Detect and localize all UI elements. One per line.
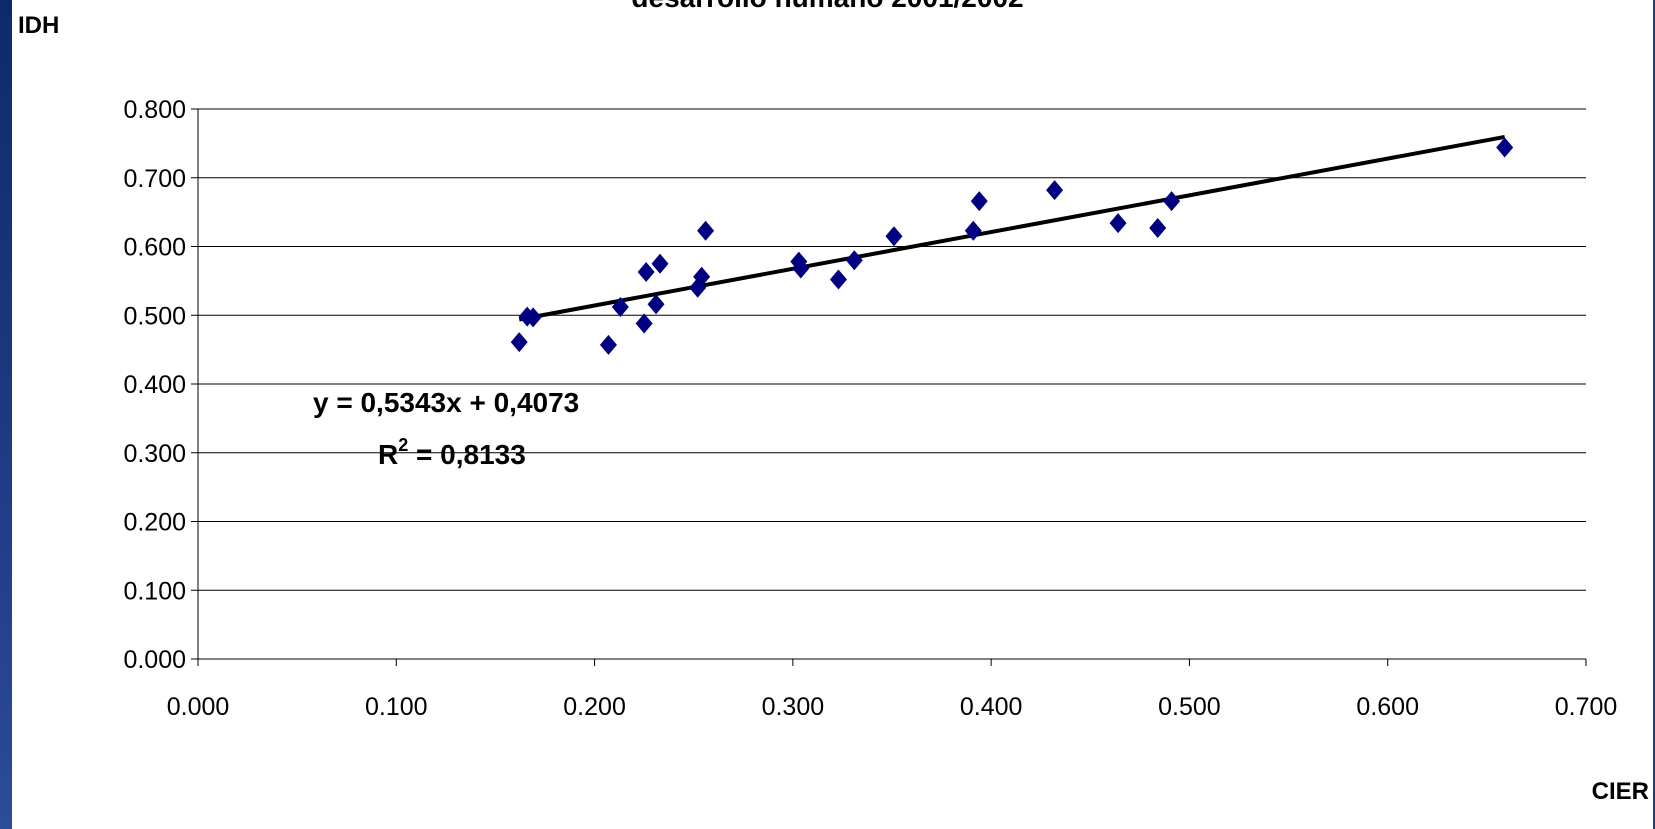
data-point <box>1496 137 1514 158</box>
x-tick-label: 0.000 <box>167 693 230 721</box>
x-tick-label: 0.200 <box>563 693 626 721</box>
data-point <box>964 220 982 241</box>
data-point <box>635 313 653 334</box>
data-point <box>845 250 863 271</box>
data-point <box>1109 213 1127 234</box>
x-tick-label: 0.500 <box>1158 693 1221 721</box>
axes <box>191 108 1587 666</box>
left-edge-strip <box>0 0 12 829</box>
data-point <box>970 191 988 212</box>
grid-lines <box>198 108 1586 591</box>
data-point <box>611 297 629 317</box>
y-tick-label: 0.400 <box>123 371 186 399</box>
data-point <box>599 334 617 355</box>
x-tick-label: 0.300 <box>762 693 825 721</box>
x-tick-label: 0.600 <box>1356 693 1419 721</box>
data-point <box>829 269 847 290</box>
data-point <box>647 294 665 315</box>
data-point <box>1046 180 1064 201</box>
r2-exponent: 2 <box>398 435 408 455</box>
data-point <box>510 332 528 353</box>
x-tick-label: 0.100 <box>365 693 428 721</box>
y-tick-label: 0.100 <box>123 577 186 605</box>
x-tick-label: 0.700 <box>1555 693 1618 721</box>
data-point <box>651 253 669 274</box>
y-tick-label: 0.200 <box>123 509 186 537</box>
y-tick-label: 0.600 <box>123 234 186 262</box>
trendline-equation: y = 0,5343x + 0,4073 <box>313 387 579 418</box>
right-edge-strip <box>1653 0 1655 829</box>
annotations: y = 0,5343x + 0,4073 R2 = 0,8133 <box>313 387 579 470</box>
r2-value: = 0,8133 <box>408 439 526 470</box>
r-squared-label: R2 = 0,8133 <box>378 435 526 470</box>
r2-base: R <box>378 439 398 470</box>
trendline <box>518 134 1506 322</box>
data-point <box>524 307 542 328</box>
data-point <box>637 261 655 282</box>
tick-labels: 0.000 0.100 0.200 0.300 0.400 0.500 0.600 0.700… <box>123 96 1617 721</box>
y-tick-label: 0.500 <box>123 302 186 330</box>
y-tick-label: 0.300 <box>123 440 186 468</box>
data-point <box>885 226 903 247</box>
data-point <box>693 266 711 287</box>
data-points <box>510 137 1514 355</box>
data-point <box>792 258 810 279</box>
x-tick-label: 0.400 <box>960 693 1023 721</box>
data-point <box>1163 191 1181 212</box>
y-tick-label: 0.700 <box>123 165 186 193</box>
y-tick-label: 0.000 <box>123 646 186 674</box>
data-point <box>1149 217 1167 238</box>
chart-title: desarrollo humano 2001/2002 <box>0 0 1655 14</box>
trendline-layer <box>518 134 1506 322</box>
x-axis-label: CIER <box>1591 778 1649 805</box>
y-axis-label: IDH <box>18 12 60 39</box>
y-tick-label: 0.800 <box>123 96 186 124</box>
data-point <box>697 220 715 241</box>
